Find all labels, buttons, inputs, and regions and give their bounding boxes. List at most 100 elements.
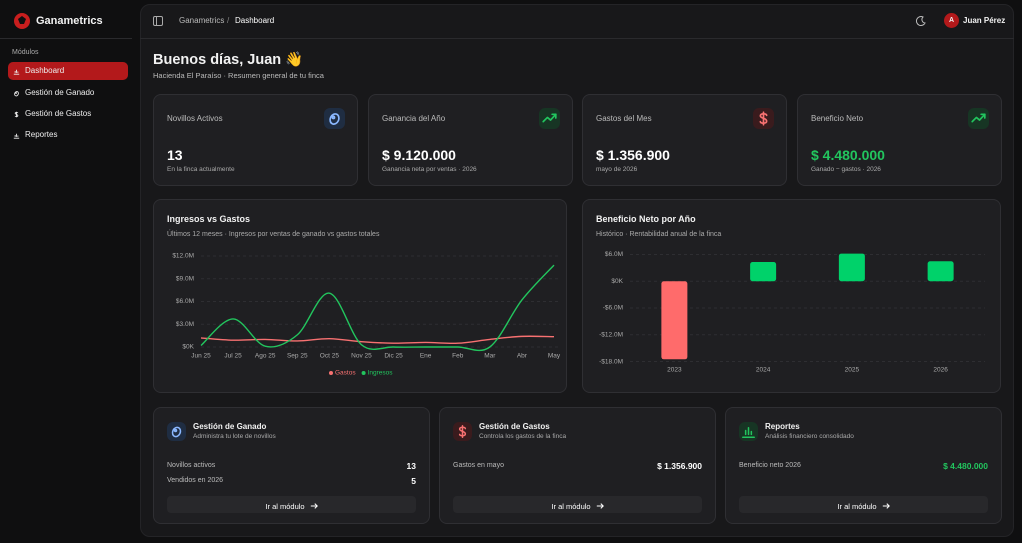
nav-icon [14, 90, 19, 96]
icon-glyph [329, 113, 340, 125]
chart-title: Ingresos vs Gastos [167, 214, 251, 224]
chart-subtitle: Últimos 12 meses · Ingresos por ventas d… [167, 231, 380, 238]
logo [14, 13, 30, 29]
legend-label: Ingresos [368, 370, 394, 377]
nav-item[interactable]: Gestión de Ganado [8, 84, 128, 102]
stat-note: mayo de 2026 [596, 166, 638, 173]
module-icon [739, 422, 758, 441]
page-subtitle: Hacienda El Paraíso · Resumen general de… [153, 71, 324, 80]
chart-title: Beneficio Neto por Año [596, 214, 696, 224]
nav-item[interactable]: Dashboard [8, 62, 128, 80]
nav-item[interactable]: Reportes [8, 126, 128, 144]
module-title: Reportes [765, 422, 800, 431]
sidebar-section: Módulos [12, 49, 39, 56]
x-tick-label: Oct 25 [320, 353, 340, 360]
module-subtitle: Controla los gastos de la finca [479, 433, 567, 440]
stat-card: Beneficio Neto $ 4.480.000 Ganado − gastos… [797, 94, 1002, 186]
user-name: Juan Pérez [963, 16, 1006, 25]
x-tick-label: May [548, 353, 561, 360]
arrow-icon [596, 503, 604, 509]
stat-card: Novillos Activos 13 En la finca actualment… [153, 94, 358, 186]
nav-label: Dashboard [25, 66, 65, 75]
module-button[interactable]: Ir al módulo [167, 496, 416, 513]
breadcrumb-root[interactable]: Ganametrics [179, 16, 225, 25]
sidebar-toggle[interactable] [153, 16, 163, 26]
stat-icon [968, 108, 989, 129]
nav-icon [13, 69, 20, 75]
nav-item[interactable]: Gestión de Gastos [8, 105, 128, 123]
module-button-label: Ir al módulo [551, 502, 591, 511]
module-card: Gestión de Ganado Administra tu lote de n… [153, 407, 430, 524]
x-tick-label: 2024 [756, 367, 771, 374]
module-button-label: Ir al módulo [837, 502, 877, 511]
x-tick-label: Nov 25 [351, 353, 372, 360]
module-card: Gestión de Gastos Controla los gastos de … [439, 407, 716, 524]
x-tick-label: Mar [484, 353, 496, 360]
stat-icon [539, 108, 560, 129]
x-tick-label: 2026 [933, 367, 948, 374]
legend-swatch [329, 371, 333, 375]
icon-glyph [759, 111, 768, 126]
chart-subtitle: Histórico · Rentabilidad anual de la fin… [596, 231, 722, 238]
module-card: Reportes Análisis financiero consolidado B… [725, 407, 1002, 524]
module-row-value: $ 4.480.000 [943, 461, 988, 471]
stat-value: 13 [167, 147, 183, 163]
icon-glyph [742, 426, 755, 438]
stat-label: Ganancia del Año [382, 114, 446, 123]
stat-value: $ 1.356.900 [596, 147, 670, 163]
module-button[interactable]: Ir al módulo [739, 496, 988, 513]
stat-note: En la finca actualmente [167, 166, 235, 173]
module-row-label: Gastos en mayo [453, 462, 504, 469]
module-button[interactable]: Ir al módulo [453, 496, 702, 513]
y-tick-label: -$18.0M [599, 358, 623, 365]
nav-icon [14, 111, 19, 117]
icon-glyph [458, 425, 467, 438]
icon-glyph [971, 113, 986, 123]
bar [927, 261, 954, 282]
module-row-value: 13 [406, 461, 416, 471]
chart-card: Ingresos vs Gastos Últimos 12 meses · Ing… [153, 199, 567, 393]
module-icon [167, 422, 186, 441]
x-tick-label: Jul 25 [224, 353, 242, 360]
x-tick-label: Jun 25 [191, 353, 211, 360]
sidebar-divider [0, 38, 132, 39]
stat-label: Beneficio Neto [811, 114, 864, 123]
theme-toggle[interactable] [916, 16, 926, 26]
y-tick-label: $0K [182, 344, 194, 351]
stat-note: Ganado − gastos · 2026 [811, 166, 881, 173]
x-tick-label: 2025 [845, 367, 860, 374]
stat-icon [324, 108, 345, 129]
legend-label: Gastos [335, 370, 356, 377]
nav-label: Gestión de Gastos [25, 109, 92, 118]
y-tick-label: -$12.0M [599, 331, 623, 338]
module-row-label: Vendidos en 2026 [167, 477, 224, 484]
x-tick-label: Dic 25 [384, 353, 403, 360]
nav-label: Gestión de Ganado [25, 88, 95, 97]
module-title: Gestión de Gastos [479, 422, 550, 431]
series-line [200, 335, 555, 345]
breadcrumb-current: Dashboard [235, 16, 275, 25]
arrow-icon [882, 503, 890, 509]
module-row-label: Novillos activos [167, 462, 216, 469]
stat-card: Gastos del Mes $ 1.356.900 mayo de 2026 [582, 94, 787, 186]
module-row-value: $ 1.356.900 [657, 461, 702, 471]
module-subtitle: Análisis financiero consolidado [765, 433, 854, 440]
arrow-icon [310, 503, 318, 509]
legend-swatch [361, 371, 366, 375]
module-subtitle: Administra tu lote de novillos [193, 433, 276, 440]
bar [838, 253, 865, 282]
brand: Ganametrics [36, 15, 103, 27]
y-tick-label: $9.0M [176, 275, 194, 282]
y-tick-label: $6.0M [176, 298, 194, 305]
stat-card: Ganancia del Año $ 9.120.000 Ganancia neta… [368, 94, 573, 186]
stat-value: $ 4.480.000 [811, 147, 885, 163]
y-tick-label: $6.0M [605, 251, 623, 258]
x-tick-label: Feb [452, 353, 464, 360]
stat-label: Novillos Activos [167, 114, 223, 123]
avatar[interactable]: A [944, 13, 959, 28]
nav-icon [13, 133, 20, 139]
x-tick-label: Ene [420, 353, 432, 360]
